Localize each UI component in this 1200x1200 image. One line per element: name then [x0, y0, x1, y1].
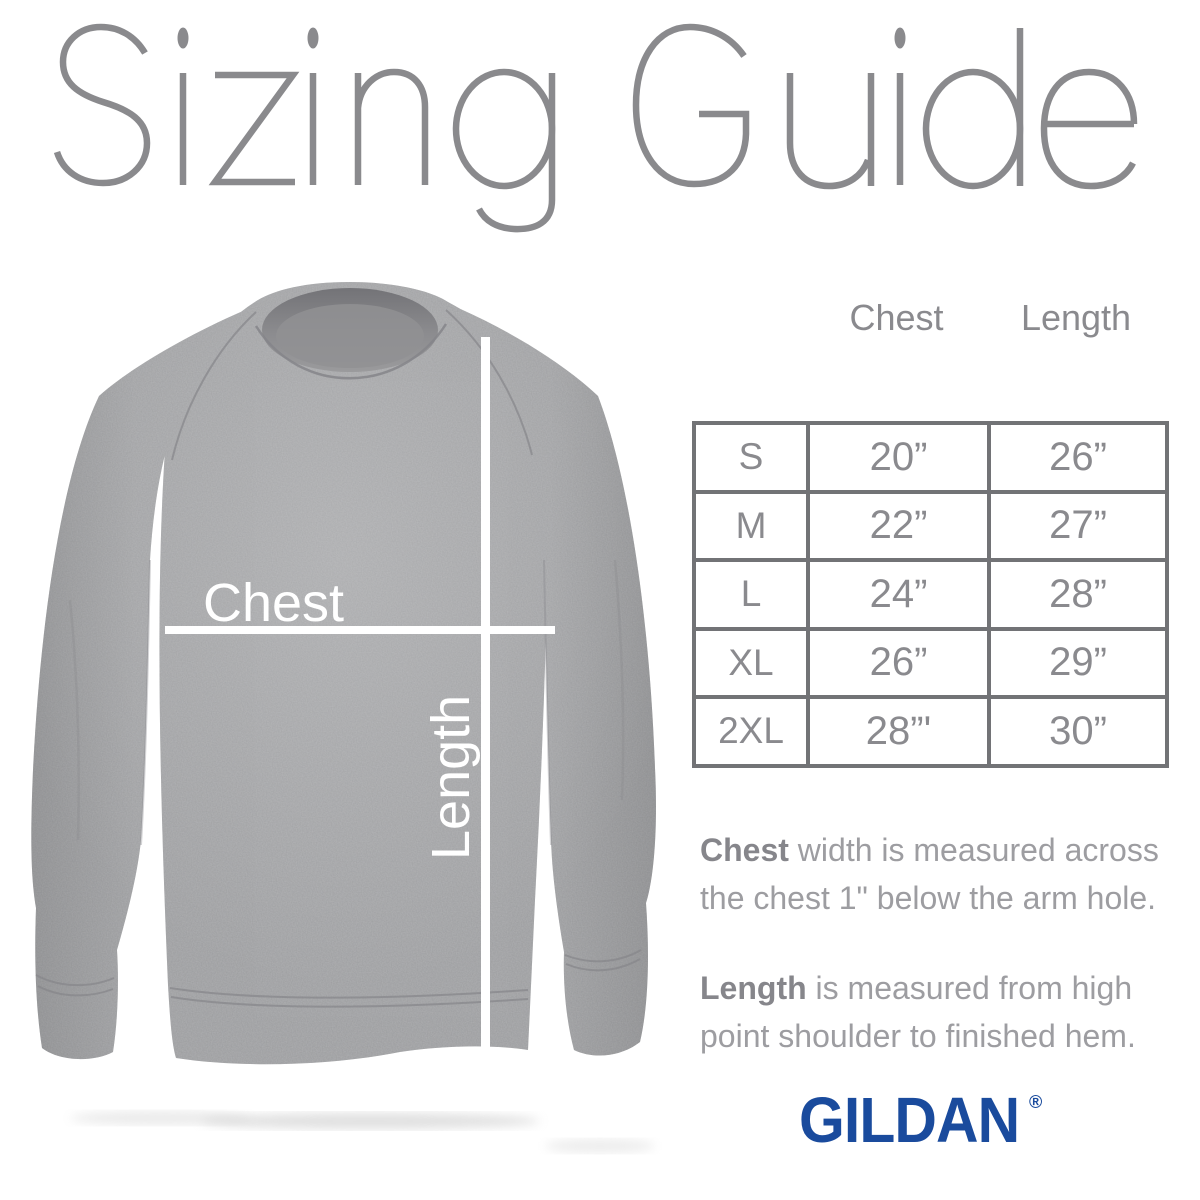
- measurement-notes: Chest width is measured across the chest…: [700, 826, 1190, 1060]
- length-cell: 29”: [987, 626, 1169, 699]
- registered-trademark-symbol: ®: [1029, 1092, 1043, 1112]
- length-note-term: Length: [700, 970, 807, 1006]
- sweatshirt-photo: [31, 282, 656, 1065]
- length-note: Length is measured from high point shoul…: [700, 964, 1190, 1060]
- page-title: Sizing Guide: [0, 0, 1, 1]
- length-note-line2: point shoulder to finished hem.: [700, 1018, 1136, 1054]
- length-cell: 27”: [987, 489, 1169, 562]
- title-letter: [53, 23, 151, 187]
- length-cell: 26”: [987, 421, 1169, 494]
- length-cell: 28”: [987, 558, 1169, 631]
- size-cell: S: [692, 421, 810, 494]
- brand-logo: GILDAN ®: [799, 1088, 1099, 1158]
- chest-cell: 20”: [806, 421, 991, 494]
- garment-shadow: [70, 1111, 655, 1153]
- chest-cell: 26”: [806, 626, 991, 699]
- chest-cell: 24”: [806, 558, 991, 631]
- length-note-line1: is measured from high: [806, 970, 1133, 1006]
- sweatshirt-diagram: Chest Length: [31, 282, 656, 1153]
- table-row: 2XL 28”' 30”: [692, 695, 1169, 768]
- size-cell: M: [692, 489, 810, 562]
- size-cell: L: [692, 558, 810, 631]
- chest-cell: 22”: [806, 489, 991, 562]
- table-row: L 24” 28”: [692, 558, 1169, 631]
- chest-column-header: Chest: [849, 297, 944, 338]
- collar: [254, 288, 448, 380]
- chest-cell: 28”': [806, 695, 991, 768]
- chest-note: Chest width is measured across the chest…: [700, 826, 1190, 922]
- size-cell: 2XL: [692, 695, 810, 768]
- length-cell: 30”: [987, 695, 1169, 768]
- chest-measure-label: Chest: [203, 573, 344, 633]
- garment-seams: [35, 309, 642, 1008]
- length-column-header: Length: [1020, 297, 1132, 338]
- title-dots: [177, 27, 906, 49]
- chest-note-term: Chest: [700, 832, 789, 868]
- brand-wordmark: GILDAN: [799, 1084, 1020, 1156]
- table-row: XL 26” 29”: [692, 626, 1169, 699]
- length-measure-label: Length: [421, 695, 481, 860]
- length-measure-line: [481, 337, 490, 1053]
- page-title-art: [53, 23, 1138, 233]
- table-column-headers: Chest Length: [806, 297, 1165, 339]
- size-table: S 20” 26” M 22” 27” L 24” 28” XL 26” 29”…: [692, 421, 1169, 768]
- chest-note-line2: the chest 1" below the arm hole.: [700, 880, 1157, 916]
- table-row: S 20” 26”: [692, 421, 1169, 494]
- chest-measure-line: [165, 626, 555, 634]
- size-cell: XL: [692, 626, 810, 699]
- table-row: M 22” 27”: [692, 489, 1169, 562]
- chest-note-line1: width is measured across: [788, 832, 1159, 868]
